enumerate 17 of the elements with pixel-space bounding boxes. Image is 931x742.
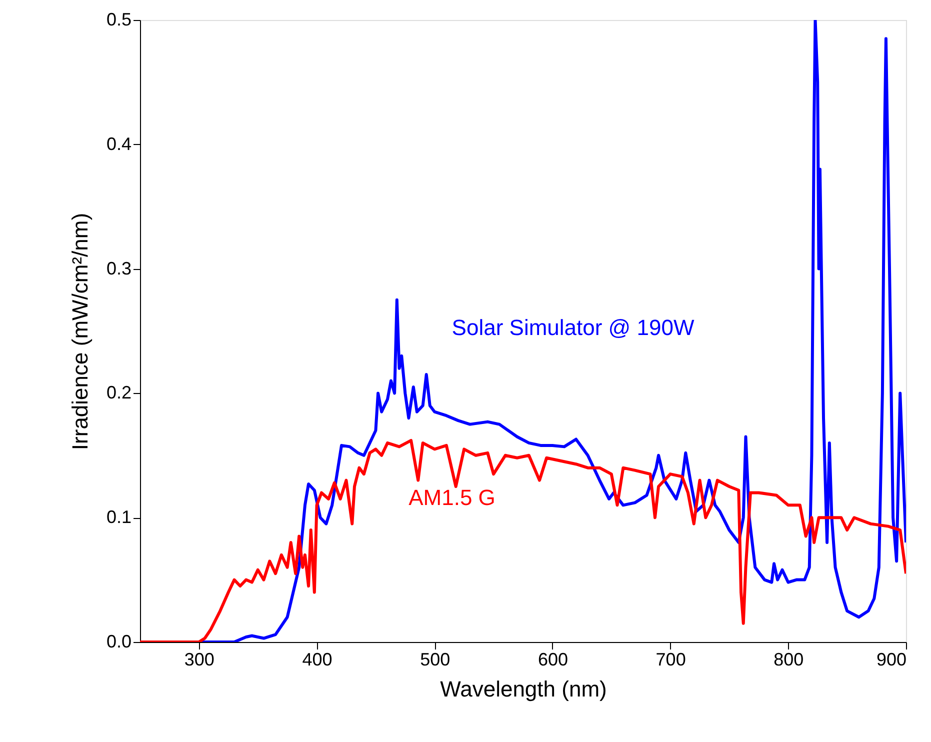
x-tick-label: 300 [184,650,214,670]
y-tick-label: 0.2 [106,382,132,403]
x-tick-label: 700 [656,650,686,670]
series-label: AM1.5 G [408,485,496,510]
x-tick-label: 400 [302,650,332,670]
y-tick-label: 0.3 [106,258,132,278]
y-tick-label: 0.0 [106,632,132,652]
x-tick-label: 900 [876,650,906,670]
x-tick-label: 600 [538,650,568,670]
y-axis-title: Irradience (mW/cm²/nm) [67,212,92,450]
x-tick-label: 500 [420,650,450,670]
series-label: Solar Simulator @ 190W [452,315,694,340]
x-axis-title: Wavelength (nm) [440,676,607,702]
x-tick-label: 800 [774,650,804,670]
y-tick-label: 0.5 [106,10,132,30]
y-tick-label: 0.1 [106,507,132,528]
y-tick-label: 0.4 [106,134,132,154]
